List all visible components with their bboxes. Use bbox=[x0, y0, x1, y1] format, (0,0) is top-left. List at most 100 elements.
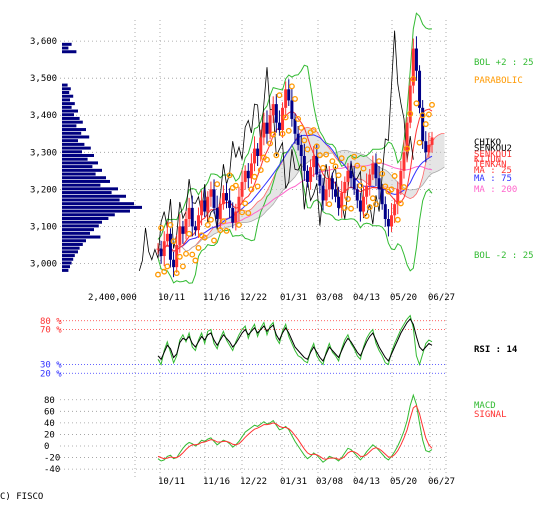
x-tick-label-price: 03/08 bbox=[316, 293, 343, 303]
copyright-text: C) FISCO bbox=[0, 492, 43, 502]
candle-body bbox=[168, 233, 172, 260]
candle-body bbox=[237, 196, 241, 212]
candle-body bbox=[162, 241, 166, 257]
bollinger-upper-line bbox=[157, 12, 433, 240]
volume-profile-bar bbox=[62, 220, 102, 224]
x-tick-label-macd: 12/22 bbox=[240, 477, 267, 487]
candle-body bbox=[368, 174, 372, 186]
volume-profile-bar bbox=[62, 246, 80, 250]
parabolic-dot bbox=[167, 221, 174, 228]
candle-body bbox=[374, 163, 378, 179]
x-tick-label-price: 12/22 bbox=[240, 293, 267, 303]
volume-profile-bar bbox=[62, 146, 91, 150]
parabolic-dot bbox=[211, 237, 217, 244]
parabolic-dot bbox=[257, 167, 264, 174]
volume-profile-bar bbox=[62, 202, 134, 206]
volume-profile-bar bbox=[62, 217, 109, 220]
volume-profile-bar bbox=[62, 154, 94, 157]
volume-profile-bar bbox=[62, 250, 78, 254]
parabolic-dot bbox=[232, 182, 239, 189]
legend-chiko: CHIKO bbox=[474, 138, 501, 148]
parabolic-dot bbox=[310, 127, 317, 134]
candle-body bbox=[225, 193, 228, 201]
macd-tick-label: -20 bbox=[44, 454, 60, 464]
volume-profile-bar bbox=[62, 235, 101, 239]
candle-body bbox=[221, 193, 225, 205]
candle-body bbox=[371, 163, 375, 175]
parabolic-dot bbox=[173, 270, 180, 277]
candle-body bbox=[408, 85, 412, 123]
parabolic-dot bbox=[176, 253, 183, 260]
x-tick-label-price: 11/16 bbox=[203, 293, 230, 303]
volume-profile-bar bbox=[62, 183, 101, 187]
rsi-green-line bbox=[157, 314, 433, 367]
parabolic-dot bbox=[239, 209, 246, 216]
parabolic-dot bbox=[351, 153, 358, 160]
candle-body bbox=[312, 156, 316, 168]
parabolic-dot bbox=[164, 263, 171, 270]
axis-labels: 3,600 3,500 3,400 3,300 3,200 3,100 3,000 2,400… bbox=[30, 37, 534, 487]
volume-profile-bar bbox=[62, 128, 86, 132]
x-tick-label-price: 01/31 bbox=[280, 293, 307, 303]
candle-body bbox=[215, 207, 219, 219]
price-panel bbox=[138, 12, 445, 284]
macd-line bbox=[157, 393, 433, 463]
candle-body bbox=[165, 233, 169, 242]
parabolic-dot bbox=[360, 165, 367, 172]
volume-profile-bar bbox=[62, 116, 80, 120]
macd-tick-label: 40 bbox=[44, 419, 55, 429]
candle-body bbox=[284, 89, 288, 108]
legend-signal: SIGNAL bbox=[474, 410, 507, 420]
legend-ma-25: MA : 25 bbox=[474, 166, 512, 176]
parabolic-dot bbox=[214, 181, 221, 188]
candle-body bbox=[299, 144, 303, 156]
volume-profile-bar bbox=[62, 176, 106, 180]
volume-profile-bar bbox=[62, 179, 110, 183]
parabolic-dot bbox=[397, 200, 404, 207]
candle-body bbox=[200, 200, 204, 216]
signal-line bbox=[157, 404, 433, 460]
volume-profile-bar bbox=[62, 120, 83, 124]
parabolic-dot bbox=[267, 140, 274, 147]
bollinger-lower-line bbox=[157, 143, 433, 284]
parabolic-dot bbox=[335, 172, 342, 179]
volume-profile-bar bbox=[62, 139, 78, 143]
macd-tick-label: -40 bbox=[44, 465, 60, 475]
candle-body bbox=[380, 189, 384, 205]
volume-profile-bar bbox=[62, 87, 71, 91]
parabolic-dot bbox=[320, 164, 326, 171]
candle-body bbox=[424, 141, 428, 153]
parabolic-dot bbox=[270, 131, 277, 138]
candle-body bbox=[349, 170, 353, 179]
parabolic-dot bbox=[373, 201, 379, 208]
macd-tick-label: 60 bbox=[44, 407, 55, 417]
legend-tenkan: TENKAN bbox=[474, 160, 507, 170]
parabolic-dot bbox=[220, 218, 227, 225]
parabolic-dot bbox=[248, 186, 255, 193]
candle-body bbox=[159, 248, 163, 257]
candle-body bbox=[262, 122, 266, 138]
rsi-tick-label: 80 % bbox=[40, 317, 62, 327]
volume-profile-bar bbox=[62, 224, 99, 228]
volume-profile-bar bbox=[62, 172, 96, 176]
x-tick-label-macd: 10/11 bbox=[158, 477, 185, 487]
parabolic-dot bbox=[282, 114, 289, 121]
candle-body bbox=[196, 215, 200, 231]
parabolic-dot bbox=[223, 227, 230, 234]
candle-body bbox=[327, 178, 331, 190]
parabolic-dot bbox=[382, 183, 389, 190]
candle-body bbox=[383, 204, 387, 219]
volume-profile-bar bbox=[62, 42, 72, 46]
candle-body bbox=[302, 156, 306, 171]
rsi-tick-label: 70 % bbox=[40, 326, 62, 336]
price-tick-label: 3,000 bbox=[30, 259, 57, 269]
candle-body bbox=[184, 219, 188, 234]
candle-body bbox=[324, 189, 328, 201]
candle-body bbox=[430, 137, 434, 145]
legend-senkou1: SENKOU1 bbox=[474, 150, 512, 160]
candle-body bbox=[274, 104, 278, 123]
candle-body bbox=[421, 107, 425, 142]
volume-profile-bar bbox=[62, 257, 74, 261]
candle-body bbox=[268, 115, 272, 134]
volume-profile-bar bbox=[62, 109, 78, 113]
